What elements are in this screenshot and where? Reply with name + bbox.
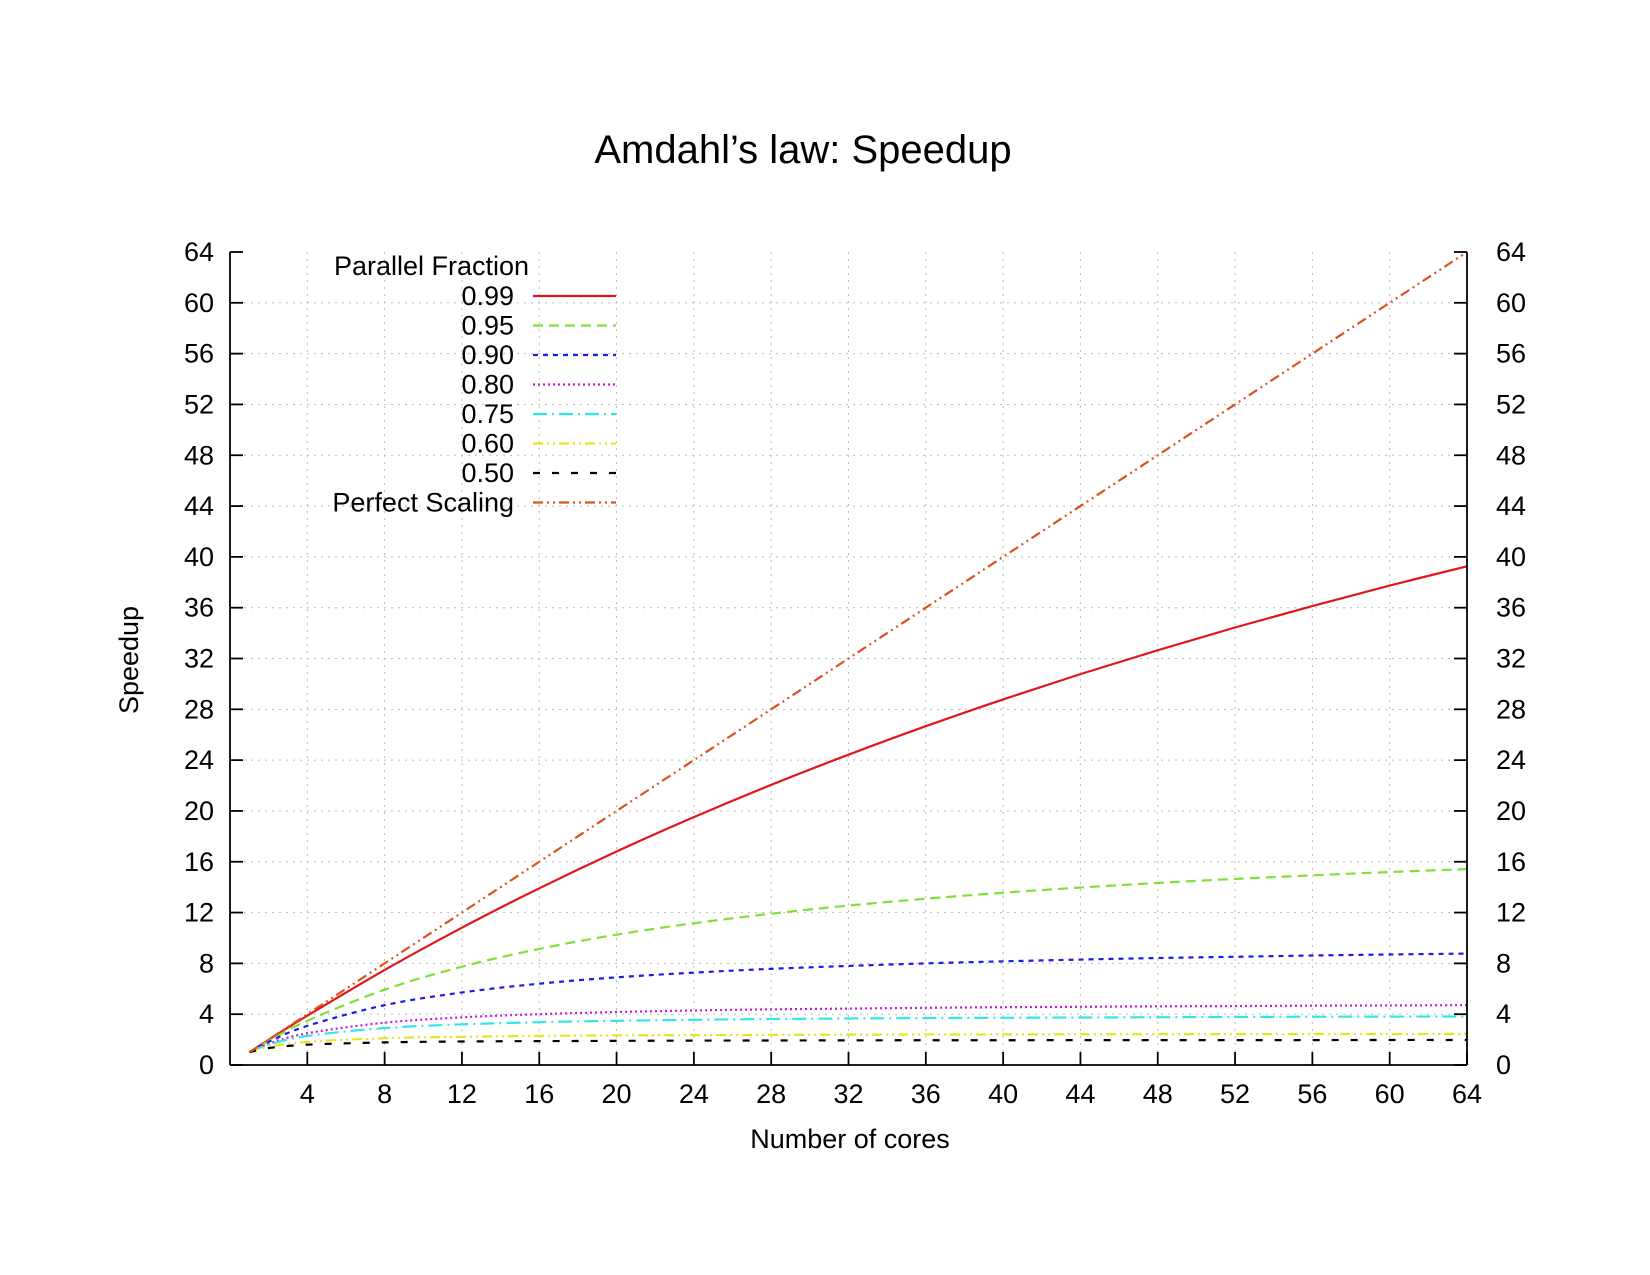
y2-tick-label: 20 [1496,796,1526,826]
y-tick-label: 8 [199,948,214,978]
x-tick-label: 16 [524,1079,554,1109]
y-tick-label: 32 [184,644,214,674]
legend-label: 0.60 [461,429,514,459]
y-tick-label: 28 [184,694,214,724]
y-tick-label: 12 [184,898,214,928]
legend-title: Parallel Fraction [334,251,529,281]
y2-tick-label: 48 [1496,440,1526,470]
x-tick-label: 20 [602,1079,632,1109]
x-tick-label: 36 [911,1079,941,1109]
legend: Parallel Fraction 0.990.950.900.800.750.… [332,251,616,518]
x-tick-label: 8 [377,1079,392,1109]
x-tick-label: 32 [833,1079,863,1109]
y-tick-label: 4 [199,999,214,1029]
y-tick-label: 64 [184,237,214,267]
series-line-perfect-scaling [248,251,1468,1054]
y2-tick-label: 60 [1496,288,1526,318]
y-tick-label: 56 [184,339,214,369]
series-line-0-90 [248,952,1468,1054]
x-axis-title: Number of cores [750,1124,950,1154]
x-tick-label: 52 [1220,1079,1250,1109]
y2-tick-label: 12 [1496,898,1526,928]
x-tick-label: 28 [756,1079,786,1109]
y2-tick-label: 44 [1496,491,1526,521]
series-line-0-99 [248,565,1468,1054]
y2-tick-label: 40 [1496,542,1526,572]
y2-tick-label: 16 [1496,847,1526,877]
y-tick-label: 36 [184,593,214,623]
y-tick-label: 52 [184,389,214,419]
series-line-0-80 [248,1004,1468,1054]
x-tick-label: 4 [300,1079,315,1109]
y-tick-label: 60 [184,288,214,318]
chart-title: Amdahl’s law: Speedup [594,128,1011,172]
y-tick-label: 20 [184,796,214,826]
legend-label: 0.80 [461,370,514,400]
y2-tick-label: 28 [1496,694,1526,724]
y2-tick-label: 4 [1496,999,1511,1029]
legend-label: 0.95 [461,311,514,341]
series-lines [248,251,1468,1054]
y-tick-label: 24 [184,745,214,775]
x-tick-label: 48 [1143,1079,1173,1109]
x-tick-label: 40 [988,1079,1018,1109]
y-axis-title: Speedup [114,606,144,714]
y2-tick-label: 36 [1496,593,1526,623]
y2-tick-label: 24 [1496,745,1526,775]
legend-label: 0.90 [461,340,514,370]
x-tick-label: 64 [1452,1079,1482,1109]
x-tick-label: 44 [1065,1079,1095,1109]
y-tick-label: 40 [184,542,214,572]
y-tick-label: 48 [184,440,214,470]
y2-tick-label: 64 [1496,237,1526,267]
x-tick-label: 12 [447,1079,477,1109]
x-tick-label: 60 [1375,1079,1405,1109]
ticks: 0481216202428323640444852566064048121620… [184,237,1526,1109]
y2-tick-label: 0 [1496,1050,1511,1080]
y2-tick-label: 8 [1496,948,1511,978]
y2-tick-label: 32 [1496,644,1526,674]
y2-tick-label: 56 [1496,339,1526,369]
series-line-0-50 [249,1038,1468,1054]
series-line-0-60 [249,1032,1468,1054]
legend-label: 0.75 [461,399,514,429]
legend-label: 0.99 [461,281,514,311]
series-line-0-95 [248,868,1468,1054]
x-tick-label: 56 [1297,1079,1327,1109]
y2-tick-label: 52 [1496,389,1526,419]
grid [230,252,1467,1065]
series-line-0-75 [248,1015,1468,1054]
y-tick-label: 44 [184,491,214,521]
legend-label: 0.50 [461,458,514,488]
legend-label: Perfect Scaling [332,488,514,518]
y-tick-label: 0 [199,1050,214,1080]
x-tick-label: 24 [679,1079,709,1109]
y-tick-label: 16 [184,847,214,877]
